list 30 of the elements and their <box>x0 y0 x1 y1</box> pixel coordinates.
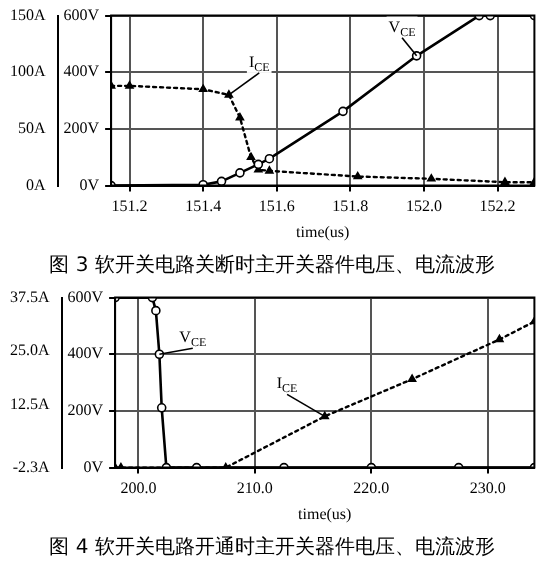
y-tick-label: 400V <box>63 62 100 81</box>
y-tick-label: 0V <box>83 457 104 476</box>
x-tick-label: 152.2 <box>479 197 516 216</box>
y-tick-label: 600V <box>63 5 100 24</box>
x-axis-title: time(us) <box>298 504 353 523</box>
x-tick-label: 151.4 <box>185 197 222 216</box>
y2-tick-label: 100A <box>9 62 46 81</box>
x-tick-label: 151.2 <box>111 197 148 216</box>
x-tick-label: 230.0 <box>469 479 506 498</box>
y-tick-label: 600V <box>67 287 104 306</box>
y-tick-label: 200V <box>63 119 100 138</box>
y2-tick-label: 150A <box>9 5 46 24</box>
y2-tick-label: 0A <box>25 175 46 194</box>
y2-tick-label: 25.0A <box>9 341 50 360</box>
y-tick-label: 200V <box>67 401 104 420</box>
x-tick-label: 152.0 <box>405 197 442 216</box>
x-tick-label: 151.8 <box>332 197 369 216</box>
y2-tick-label: -2.3A <box>12 457 50 476</box>
x-tick-label: 210.0 <box>236 479 273 498</box>
text: 图 4 软开关电路开通时主开关器件电压、电流波形 <box>49 535 495 560</box>
y2-tick-label: 12.5A <box>9 394 50 413</box>
y2-tick-label: 50A <box>17 119 46 138</box>
y-tick-label: 400V <box>67 344 104 363</box>
y-tick-label: 0V <box>79 175 100 194</box>
x-tick-label: 220.0 <box>353 479 390 498</box>
x-tick-label: 151.6 <box>258 197 295 216</box>
x-axis-title: time(us) <box>296 222 351 241</box>
text: 图 3 软开关电路关断时主开关器件电压、电流波形 <box>49 253 495 278</box>
y2-tick-label: 37.5A <box>9 287 50 306</box>
x-tick-label: 200.0 <box>120 479 157 498</box>
